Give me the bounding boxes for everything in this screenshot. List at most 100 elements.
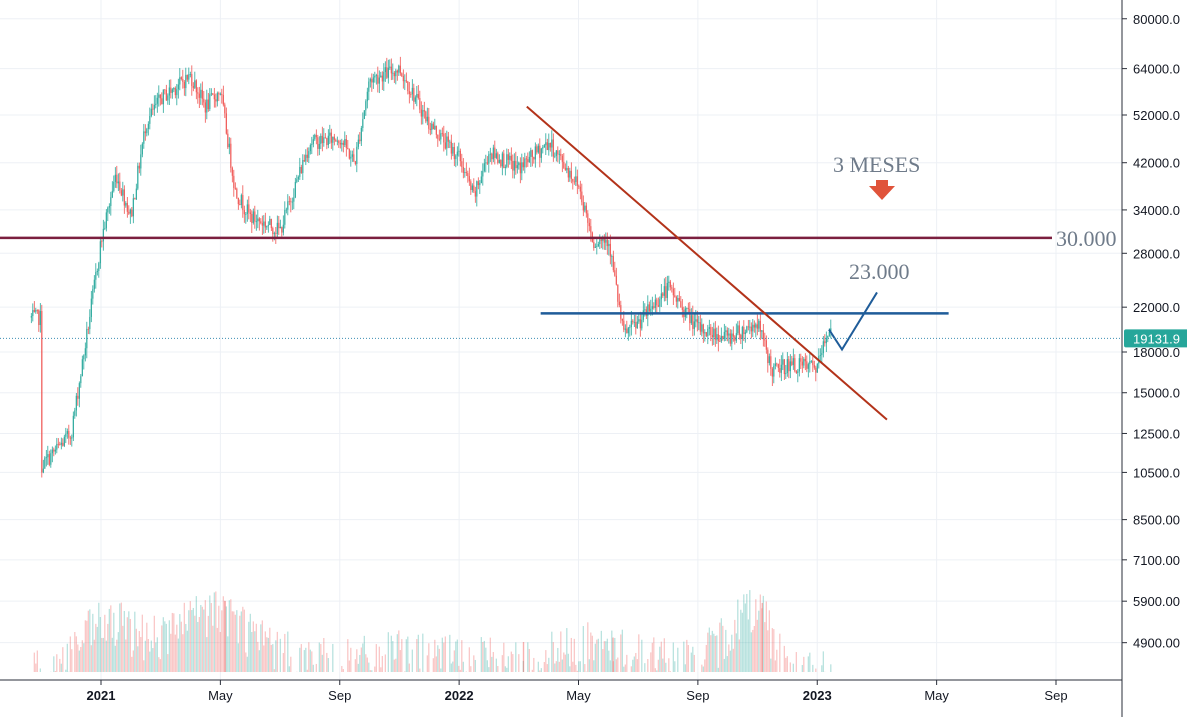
volume-bar (144, 640, 146, 672)
volume-bar (717, 667, 719, 672)
candle-body (257, 218, 259, 222)
candle-body (128, 211, 130, 214)
candlestick-series (30, 56, 832, 478)
candle-body (765, 340, 767, 350)
candle-body (810, 360, 812, 362)
candle-body (249, 212, 251, 214)
volume-bar (576, 670, 578, 672)
candle-body (693, 321, 695, 329)
candle-body (492, 147, 494, 160)
price-tick-label: 15000.0 (1133, 386, 1180, 401)
candle-body (504, 166, 506, 168)
volume-bar (491, 656, 493, 672)
candle-body (414, 97, 416, 102)
candle-body (431, 123, 433, 131)
time-tick-label: May (208, 688, 233, 703)
volume-bar (183, 602, 185, 672)
volume-bar (821, 665, 823, 672)
candle-body (519, 162, 521, 174)
volume-bar (77, 644, 79, 672)
volume-bar (632, 659, 634, 672)
candle-body (95, 272, 97, 280)
volume-bar (438, 648, 440, 672)
candle-body (215, 99, 217, 102)
candle-body (770, 356, 772, 369)
volume-bar (686, 639, 688, 672)
price-axis[interactable]: 80000.0 64000.0 52000.0 42000.0 34000.0 28000… (1121, 0, 1180, 717)
candle-body (90, 298, 92, 317)
candle-body (450, 141, 452, 154)
volume-bar (369, 670, 371, 672)
candle-body (302, 160, 304, 174)
volume-bar (428, 643, 430, 672)
volume-bar (435, 656, 437, 672)
volume-bar (182, 634, 184, 672)
candle-body (738, 325, 740, 335)
candle-body (419, 98, 421, 110)
candle-body (390, 66, 392, 74)
candle-body (33, 310, 35, 312)
candle-body (452, 146, 454, 154)
volume-bar (444, 636, 446, 672)
volume-bar (747, 619, 749, 672)
candle-body (474, 191, 476, 197)
candle-body (467, 173, 469, 177)
volume-bar (161, 625, 163, 672)
volume-bar (563, 652, 565, 672)
candle-body (600, 239, 602, 241)
time-axis[interactable]: 2021 May Sep 2022 May Sep 2023 May Sep (0, 679, 1122, 703)
candle-body (324, 137, 326, 139)
candle-body (155, 103, 157, 105)
candle-body (83, 355, 85, 360)
candle-body (404, 80, 406, 82)
volume-bar (440, 668, 442, 672)
volume-bar (105, 640, 107, 672)
candle-body (329, 132, 331, 136)
candle-body (71, 437, 73, 439)
candle-body (701, 324, 703, 332)
volume-bar (522, 642, 525, 672)
candle-body (399, 65, 401, 74)
volume-bar (486, 660, 488, 672)
volume-bar (809, 652, 811, 672)
volume-bar (65, 669, 67, 672)
candle-body (690, 315, 692, 324)
candle-body (87, 328, 89, 330)
volume-bar (407, 636, 409, 672)
candle-body (191, 74, 193, 87)
volume-bar (417, 634, 419, 672)
price-tick-label: 5900.00 (1133, 594, 1180, 609)
volume-bar (602, 649, 604, 672)
candle-body (737, 325, 739, 334)
candle-body (347, 147, 349, 150)
volume-bar (531, 669, 533, 672)
volume-bar (734, 619, 736, 672)
candle-body (735, 333, 737, 341)
volume-bar (728, 644, 730, 672)
volume-bar (641, 639, 643, 672)
candle-body (459, 150, 461, 162)
volume-bar (71, 649, 73, 672)
volume-bar (164, 621, 166, 672)
candle-body (668, 281, 670, 283)
candle-body (111, 190, 113, 198)
candle-body (777, 364, 779, 369)
candle-body (611, 256, 613, 257)
time-tick-label: 2023 (803, 688, 832, 703)
candle-body (170, 87, 172, 93)
volume-bar (332, 643, 334, 672)
candle-body (68, 431, 70, 438)
candle-body (830, 328, 832, 332)
candle-body (510, 155, 512, 161)
volume-bar (507, 656, 509, 672)
volume-bar (36, 650, 38, 672)
candle-body (281, 226, 283, 233)
candle-body (140, 154, 142, 169)
candle-body (182, 78, 184, 83)
volume-bar (776, 649, 778, 672)
volume-bar (687, 645, 689, 672)
candle-body (146, 128, 148, 134)
volume-bar (488, 667, 490, 672)
candle-body (618, 301, 620, 306)
